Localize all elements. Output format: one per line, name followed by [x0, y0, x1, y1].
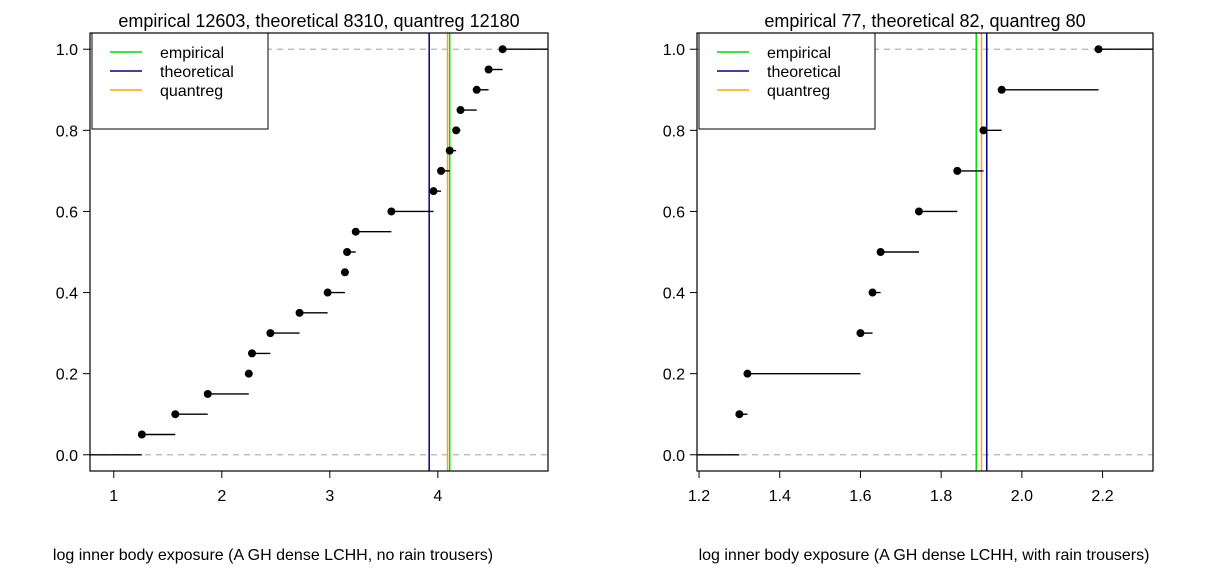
data-point: [914, 207, 923, 216]
data-point: [743, 369, 752, 378]
legend-label-theoretical: theoretical: [767, 64, 841, 81]
x-tick-label: 4: [433, 488, 442, 505]
data-point: [735, 410, 744, 419]
y-tick-label: 0.2: [663, 367, 685, 384]
legend-box: [91, 32, 269, 130]
y-tick-label: 1.0: [663, 42, 685, 59]
data-point: [876, 248, 885, 256]
x-tick-label: 1.4: [769, 488, 791, 505]
x-tick-label: 1.2: [688, 488, 710, 505]
panel-2: empirical theoretical quantreg 0.0 0.2 0.4 0.6…: [663, 11, 1154, 564]
plot-frame: [89, 32, 549, 472]
x-axis-label: log inner body exposure (A GH dense LCHH…: [699, 547, 1150, 564]
y-tick-label: 0.0: [56, 448, 78, 465]
data-point: [340, 268, 349, 277]
panel-1: empirical theoretical quantreg 0.0 0.2 0.4 0.6…: [53, 11, 549, 564]
y-tick-label: 0.2: [56, 367, 78, 384]
data-point: [244, 369, 253, 378]
x-tick-label: 2: [217, 488, 226, 505]
y-tick-label: 1.0: [56, 42, 78, 59]
x-tick-label: 1.6: [849, 488, 871, 505]
data-point: [979, 126, 988, 135]
data-point: [323, 288, 332, 297]
data-point: [868, 288, 877, 297]
legend: empirical theoretical quantreg: [91, 32, 269, 130]
y-tick-label: 0.8: [663, 123, 685, 140]
data-point: [856, 329, 865, 338]
x-tick-label: 1.8: [930, 488, 952, 505]
legend-label-theoretical: theoretical: [160, 64, 234, 81]
y-tick-label: 0.8: [56, 123, 78, 140]
data-point: [295, 308, 304, 317]
data-point: [484, 65, 493, 74]
data-point: [171, 410, 180, 419]
y-tick-label: 0.4: [663, 286, 685, 303]
y-tick-label: 0.6: [663, 204, 685, 221]
y-tick-label: 0.4: [56, 286, 78, 303]
data-point: [266, 329, 275, 338]
data-point: [953, 166, 962, 175]
data-point: [452, 126, 461, 135]
chart-title: empirical 12603, theoretical 8310, quant…: [118, 11, 519, 31]
y-tick-label: 0.0: [663, 448, 685, 465]
data-point: [203, 389, 212, 398]
y-tick-label: 0.6: [56, 204, 78, 221]
data-point: [1094, 45, 1103, 54]
data-point: [387, 207, 396, 216]
data-point: [437, 166, 446, 175]
data-point: [429, 187, 438, 196]
legend-label-quantreg: quantreg: [767, 83, 830, 100]
data-point: [456, 106, 465, 115]
data-point: [248, 349, 257, 358]
legend: empirical theoretical quantreg: [698, 32, 876, 130]
x-tick-label: 2.0: [1011, 488, 1033, 505]
x-tick-label: 1: [109, 488, 118, 505]
legend-label-quantreg: quantreg: [160, 83, 223, 100]
data-point: [997, 85, 1006, 94]
data-point: [343, 248, 352, 256]
plot-frame: [696, 32, 1154, 472]
chart-title: empirical 77, theoretical 82, quantreg 8…: [764, 11, 1085, 31]
x-tick-label: 2.2: [1091, 488, 1113, 505]
data-point: [498, 45, 507, 54]
legend-label-empirical: empirical: [767, 45, 831, 62]
data-point: [472, 85, 481, 94]
x-axis-label: log inner body exposure (A GH dense LCHH…: [53, 547, 493, 564]
data-point: [351, 227, 360, 236]
x-tick-label: 3: [325, 488, 334, 505]
data-point: [445, 146, 454, 155]
legend-label-empirical: empirical: [160, 45, 224, 62]
legend-box: [698, 32, 876, 130]
data-point: [137, 430, 146, 439]
